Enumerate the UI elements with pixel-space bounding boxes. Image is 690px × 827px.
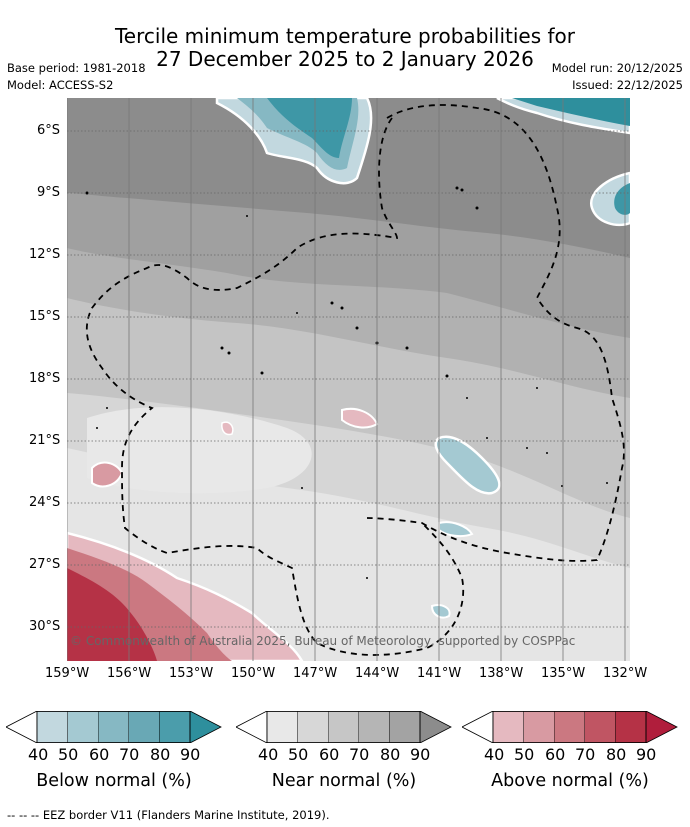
copyright-notice: © Commonwealth of Australia 2025, Bureau… xyxy=(70,634,576,648)
above-level: 80 xyxy=(606,745,627,764)
above-level: 40 xyxy=(484,745,505,764)
lon-gridlines xyxy=(67,98,626,661)
above-colorbar-segment xyxy=(584,711,616,743)
model-name: Model: ACCESS-S2 xyxy=(7,78,114,92)
above-normal-label: Above normal (%) xyxy=(491,771,649,791)
near-colorbar-segment xyxy=(266,711,298,743)
lat-tick: 6°S xyxy=(37,123,61,138)
near-level: 60 xyxy=(319,745,340,764)
islands xyxy=(85,186,608,579)
below-colorbar-segment xyxy=(97,711,129,743)
near-normal-colorbar xyxy=(236,711,452,743)
below-normal-patch-central xyxy=(434,435,501,495)
below-colorbar-segments xyxy=(36,711,191,743)
near-colorbar-segment xyxy=(358,711,390,743)
above-colorbar-segment xyxy=(492,711,524,743)
eez-border-west xyxy=(85,117,465,656)
lat-tick: 21°S xyxy=(29,433,61,448)
near-level: 50 xyxy=(288,745,309,764)
lat-tick: 30°S xyxy=(29,619,61,634)
probability-map xyxy=(67,98,630,661)
lon-tick: 147°W xyxy=(293,666,338,681)
above-normal-patch-small xyxy=(221,421,234,436)
base-period: Base period: 1981-2018 xyxy=(7,61,146,75)
above-colorbar-segment xyxy=(615,711,647,743)
below-normal-region-northeast-90 xyxy=(512,98,630,126)
near-colorbar-segment xyxy=(297,711,329,743)
below-colorbar-segment xyxy=(36,711,68,743)
lat-tick: 12°S xyxy=(29,247,61,262)
lat-tick: 27°S xyxy=(29,557,61,572)
below-normal-colorbar xyxy=(6,711,222,743)
below-colorbar-segment xyxy=(67,711,99,743)
below-normal-label: Below normal (%) xyxy=(36,771,192,791)
lon-tick: 150°W xyxy=(231,666,276,681)
below-normal-region-north-90 xyxy=(267,98,352,158)
lat-tick: 18°S xyxy=(29,371,61,386)
map-title-line1: Tercile minimum temperature probabilitie… xyxy=(114,24,576,48)
near-colorbar-segment xyxy=(327,711,359,743)
below-normal-patch-south xyxy=(438,521,474,538)
lon-tick: 153°W xyxy=(169,666,214,681)
near-level: 90 xyxy=(410,745,431,764)
above-level: 90 xyxy=(636,745,657,764)
near-normal-40-patch xyxy=(87,407,312,494)
above-colorbar-segment xyxy=(553,711,585,743)
below-level: 70 xyxy=(119,745,140,764)
lon-tick: 159°W xyxy=(45,666,90,681)
issued-date: Issued: 22/12/2025 xyxy=(572,78,683,92)
near-level: 70 xyxy=(349,745,370,764)
lon-tick: 132°W xyxy=(603,666,648,681)
lon-tick: 156°W xyxy=(107,666,152,681)
near-level: 80 xyxy=(380,745,401,764)
model-run: Model run: 20/12/2025 xyxy=(551,61,683,75)
lon-tick: 138°W xyxy=(479,666,524,681)
below-colorbar-segment xyxy=(128,711,160,743)
eez-border-east xyxy=(366,104,625,562)
above-colorbar-segment xyxy=(523,711,555,743)
below-colorbar-segment xyxy=(159,711,191,743)
below-normal-patch-southwest xyxy=(430,604,451,619)
above-normal-region-southwest-80 xyxy=(67,568,157,661)
below-level: 80 xyxy=(150,745,171,764)
map-title-line2: 27 December 2025 to 2 January 2026 xyxy=(156,47,534,71)
near-normal-label: Near normal (%) xyxy=(271,771,417,791)
lat-tick: 24°S xyxy=(29,495,61,510)
lat-tick: 9°S xyxy=(37,185,61,200)
lon-tick: 144°W xyxy=(355,666,400,681)
below-normal-region-east-90 xyxy=(614,183,630,215)
below-level: 50 xyxy=(58,745,79,764)
below-level: 60 xyxy=(89,745,110,764)
near-level: 40 xyxy=(258,745,279,764)
eez-border-credit: -- -- -- EEZ border V11 (Flanders Marine… xyxy=(7,808,330,822)
above-level: 70 xyxy=(575,745,596,764)
above-level: 50 xyxy=(514,745,535,764)
lon-tick: 141°W xyxy=(417,666,462,681)
above-level: 60 xyxy=(545,745,566,764)
lat-tick: 15°S xyxy=(29,309,61,324)
lat-gridlines xyxy=(67,130,630,628)
near-colorbar-segment xyxy=(389,711,421,743)
above-normal-colorbar xyxy=(462,711,678,743)
lon-tick: 135°W xyxy=(541,666,586,681)
below-level: 90 xyxy=(180,745,201,764)
below-level: 40 xyxy=(28,745,49,764)
